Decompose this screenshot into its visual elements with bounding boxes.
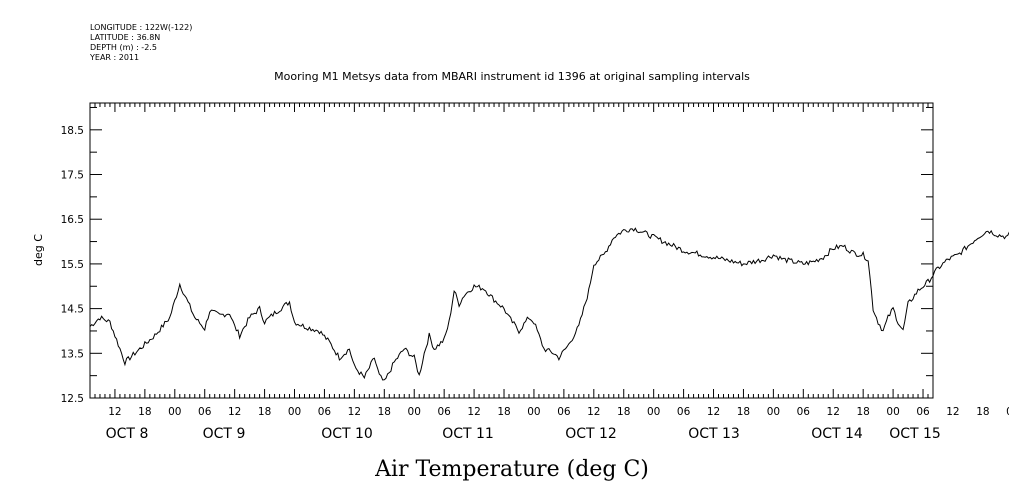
y-tick-label: 12.5: [61, 393, 84, 405]
x-tick-label: 06: [437, 406, 451, 418]
x-tick-label: 12: [348, 406, 361, 418]
day-label: OCT 11: [442, 426, 494, 442]
day-label: OCT 15: [889, 426, 941, 442]
day-label: OCT 12: [565, 426, 617, 442]
day-label: OCT 13: [688, 426, 740, 442]
x-tick-label: 00: [1006, 406, 1009, 418]
x-tick-label: 00: [168, 406, 181, 418]
metadata-line: LONGITUDE : 122W(-122): [90, 23, 192, 32]
x-tick-label: 18: [258, 406, 271, 418]
x-tick-label: 06: [677, 406, 691, 418]
chart-title: Mooring M1 Metsys data from MBARI instru…: [274, 70, 750, 83]
x-tick-label: 18: [976, 406, 989, 418]
x-tick-label: 06: [198, 406, 212, 418]
x-tick-label: 12: [946, 406, 959, 418]
x-tick-label: 00: [886, 406, 899, 418]
plot-frame: [89, 102, 934, 399]
x-tick-label: 12: [228, 406, 241, 418]
day-label: OCT 8: [106, 426, 149, 442]
axis-ticks: [89, 103, 934, 399]
y-tick-label: 17.5: [61, 170, 84, 182]
x-tick-label: 00: [288, 406, 301, 418]
y-axis-label: deg C: [32, 234, 45, 266]
metadata-line: LATITUDE : 36.8N: [90, 33, 160, 42]
x-tick-label: 12: [108, 406, 121, 418]
day-label: OCT 14: [811, 426, 863, 442]
x-tick-label: 12: [587, 406, 600, 418]
y-tick-labels: 12.5 13.5 14.5 15.5 16.5 17.5 18.5: [61, 125, 84, 405]
x-tick-label: 06: [916, 406, 930, 418]
x-tick-label: 06: [557, 406, 571, 418]
metadata-line: YEAR : 2011: [89, 53, 139, 62]
x-tick-label: 00: [408, 406, 421, 418]
day-label: OCT 9: [203, 426, 246, 442]
metadata-block: LONGITUDE : 122W(-122) LATITUDE : 36.8N …: [89, 23, 192, 62]
x-tick-label: 06: [797, 406, 811, 418]
x-tick-label: 00: [647, 406, 660, 418]
x-tick-label: 18: [138, 406, 151, 418]
x-tick-label: 18: [856, 406, 869, 418]
series-line: [89, 227, 1009, 381]
x-tick-label: 00: [527, 406, 540, 418]
x-tick-label: 18: [617, 406, 630, 418]
y-tick-label: 15.5: [61, 259, 84, 271]
x-tick-label: 18: [378, 406, 391, 418]
x-tick-label: 06: [318, 406, 332, 418]
day-label: OCT 10: [321, 426, 373, 442]
x-tick-label: 00: [767, 406, 780, 418]
y-tick-label: 18.5: [61, 125, 84, 137]
day-labels: OCT 8 OCT 9 OCT 10 OCT 11 OCT 12 OCT 13 OCT 14…: [106, 426, 941, 442]
x-axis-label: Air Temperature (deg C): [374, 457, 649, 482]
x-tick-label: 18: [497, 406, 510, 418]
x-tick-label: 12: [707, 406, 720, 418]
metadata-line: DEPTH (m) : -2.5: [90, 43, 157, 52]
y-tick-label: 16.5: [61, 214, 84, 226]
x-tick-label: 12: [467, 406, 480, 418]
x-tick-label: 12: [827, 406, 840, 418]
x-tick-label: 18: [737, 406, 750, 418]
x-tick-labels: 12 18 00 06 12 18 00 06 12 18 00 06 12 18 00 06 12 18 00 06…: [108, 406, 1009, 418]
y-tick-label: 14.5: [61, 304, 84, 316]
y-tick-label: 13.5: [61, 348, 84, 360]
